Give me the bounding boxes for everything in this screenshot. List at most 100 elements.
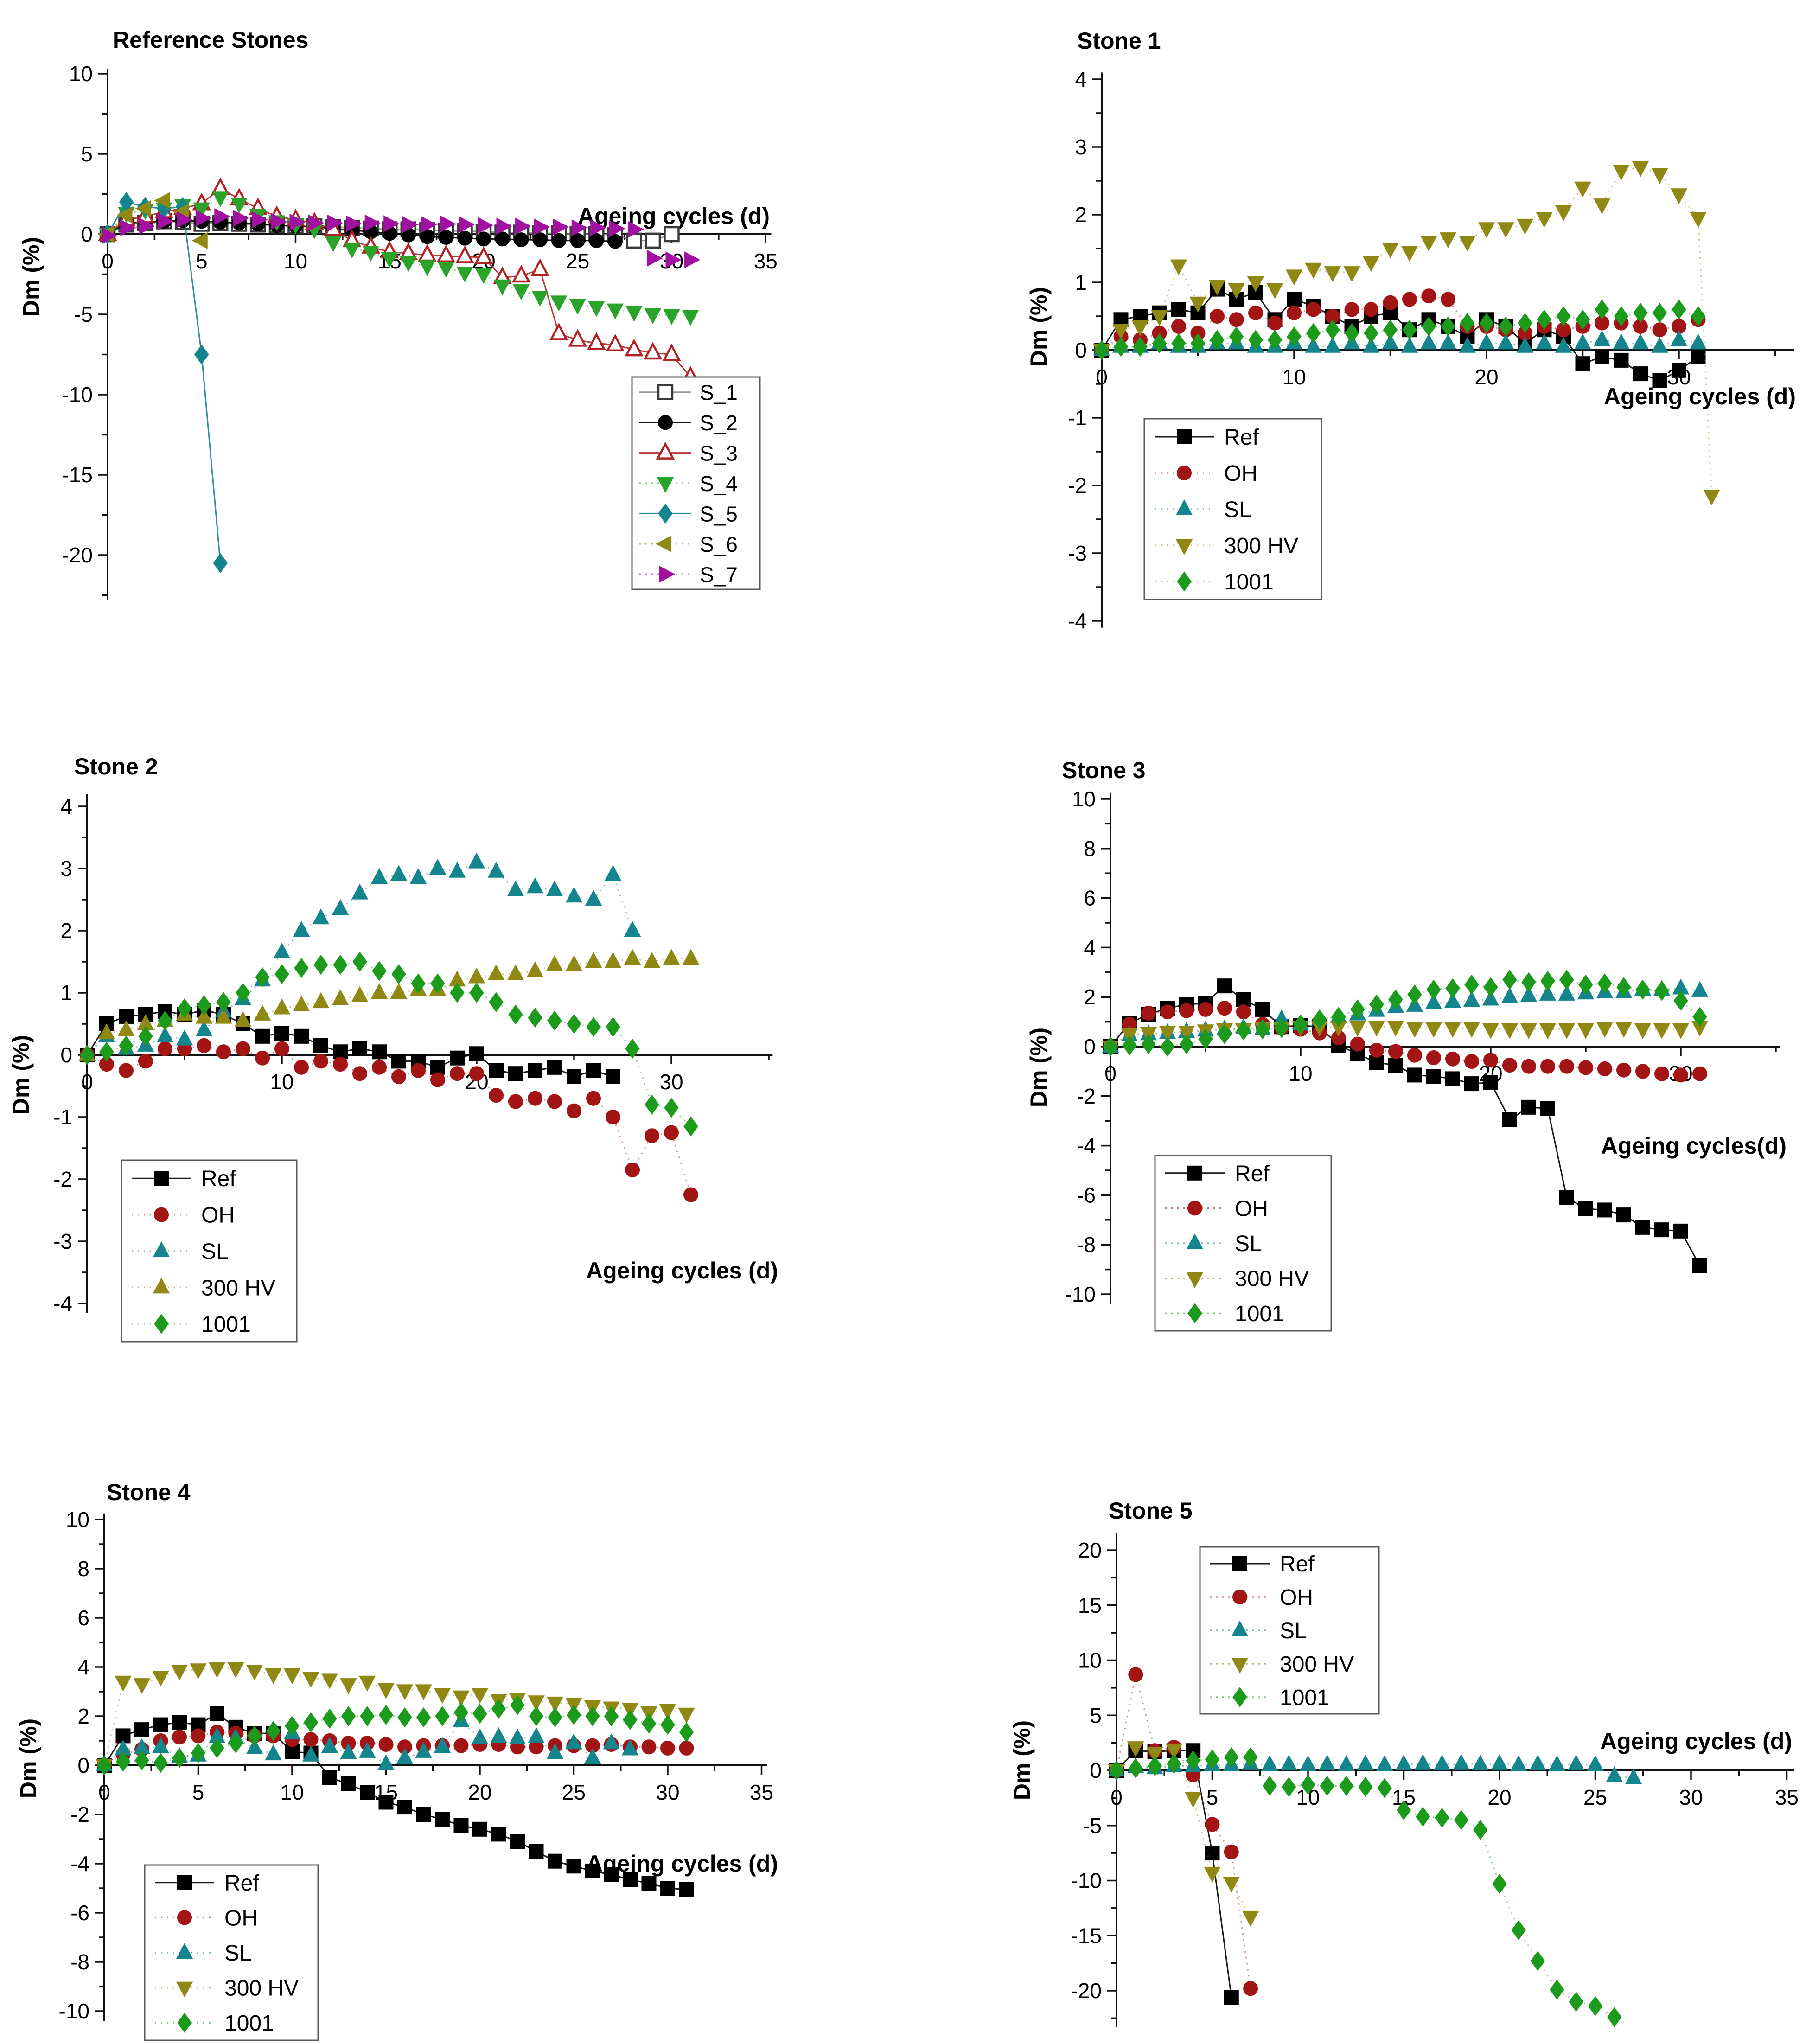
- legend-label: 300 HV: [224, 1976, 299, 2001]
- data-point-marker: [1287, 326, 1302, 347]
- data-point-marker: [566, 1705, 581, 1725]
- data-point-marker: [289, 213, 306, 231]
- data-point-marker: [1305, 262, 1322, 279]
- data-point-marker: [1510, 1755, 1527, 1771]
- data-point-marker: [343, 243, 361, 259]
- data-point-marker: [1692, 1258, 1707, 1273]
- data-point-marker: [565, 955, 583, 971]
- data-point-marker: [1301, 1775, 1315, 1795]
- data-point-marker: [459, 216, 475, 233]
- series-line: [1110, 1007, 1700, 1076]
- data-point-marker: [1186, 1272, 1204, 1288]
- data-point-marker: [378, 1795, 394, 1810]
- data-point-marker: [1171, 302, 1186, 317]
- data-point-marker: [604, 865, 622, 881]
- data-point-marker: [657, 477, 674, 493]
- data-point-marker: [134, 1750, 149, 1771]
- data-point-marker: [333, 1044, 348, 1060]
- data-point-marker: [1483, 1075, 1498, 1090]
- data-point-marker: [396, 1748, 414, 1764]
- y-tick-label: 3: [60, 856, 72, 881]
- data-point-marker: [1231, 1658, 1249, 1674]
- data-point-marker: [430, 1060, 445, 1075]
- y-tick-label: -2: [70, 1802, 89, 1827]
- data-point-marker: [1540, 1101, 1555, 1116]
- data-point-marker: [1339, 1776, 1354, 1796]
- data-point-marker: [411, 1063, 426, 1078]
- data-point-marker: [469, 1046, 484, 1061]
- data-point-marker: [246, 1664, 263, 1681]
- data-point-marker: [102, 227, 118, 244]
- data-point-marker: [1479, 313, 1494, 333]
- data-point-marker: [1654, 1066, 1669, 1081]
- data-point-marker: [623, 1710, 638, 1730]
- data-point-marker: [549, 322, 568, 340]
- data-point-marker: [1406, 1022, 1423, 1038]
- x-tick-label: 30: [656, 1780, 679, 1804]
- data-point-marker: [682, 949, 700, 965]
- data-point-marker: [1344, 323, 1359, 344]
- series-line: [1110, 1026, 1700, 1048]
- data-point-marker: [285, 1716, 300, 1736]
- y-tick-label: 4: [77, 1655, 89, 1679]
- data-point-marker: [1521, 1099, 1536, 1115]
- data-point-marker: [1555, 337, 1572, 353]
- data-point-marker: [1189, 296, 1206, 313]
- data-point-marker: [1146, 1747, 1163, 1763]
- data-point-marker: [1425, 993, 1442, 1009]
- data-point-marker: [1103, 1036, 1118, 1057]
- data-point-marker: [154, 192, 170, 209]
- data-point-marker: [80, 1045, 95, 1065]
- data-point-marker: [1175, 539, 1193, 556]
- x-axis-label: Ageing cycles (d): [1600, 1728, 1792, 1754]
- y-tick-label: -2: [1077, 1084, 1096, 1108]
- x-tick-label: 0: [1096, 365, 1108, 389]
- data-point-marker: [1186, 1750, 1200, 1771]
- data-point-marker: [1255, 1002, 1270, 1017]
- data-point-marker: [1633, 366, 1648, 382]
- data-point-marker: [294, 958, 309, 978]
- data-point-marker: [471, 1688, 489, 1704]
- data-point-marker: [255, 1028, 270, 1044]
- data-point-marker: [659, 566, 676, 583]
- series-line: [1116, 1674, 1251, 1989]
- data-point-marker: [1464, 974, 1479, 995]
- y-tick-label: 5: [1090, 1703, 1102, 1727]
- data-point-marker: [663, 949, 680, 965]
- data-point-marker: [372, 961, 387, 981]
- data-point-marker: [586, 1016, 601, 1037]
- data-point-marker: [1492, 1873, 1507, 1894]
- data-point-marker: [1395, 1754, 1412, 1770]
- y-tick-label: 4: [60, 794, 72, 818]
- data-point-marker: [1692, 1007, 1707, 1027]
- data-point-marker: [450, 983, 465, 1003]
- legend-label: Ref: [224, 1871, 259, 1896]
- legend-label: S_5: [700, 502, 738, 526]
- data-point-marker: [1463, 991, 1481, 1007]
- data-point-marker: [507, 964, 524, 980]
- data-point-marker: [1597, 973, 1612, 994]
- data-point-marker: [660, 1714, 675, 1735]
- data-point-marker: [1369, 1043, 1384, 1058]
- data-point-marker: [1559, 970, 1574, 990]
- data-point-marker: [154, 1314, 169, 1334]
- data-point-marker: [351, 883, 369, 900]
- data-point-marker: [1231, 1620, 1249, 1636]
- data-point-marker: [489, 1063, 504, 1078]
- data-point-marker: [1243, 1981, 1258, 1996]
- data-point-marker: [1369, 994, 1384, 1015]
- data-point-marker: [440, 215, 456, 232]
- data-point-marker: [1426, 1069, 1441, 1084]
- y-axis-label: Dm (%): [1026, 287, 1052, 367]
- y-tick-label: -4: [70, 1852, 89, 1876]
- data-point-marker: [1190, 333, 1206, 354]
- data-point-marker: [472, 1703, 487, 1724]
- data-point-marker: [1287, 305, 1302, 320]
- data-point-marker: [1575, 309, 1590, 330]
- data-point-marker: [568, 329, 587, 347]
- series-ref: [97, 1706, 694, 1897]
- data-point-marker: [587, 332, 606, 350]
